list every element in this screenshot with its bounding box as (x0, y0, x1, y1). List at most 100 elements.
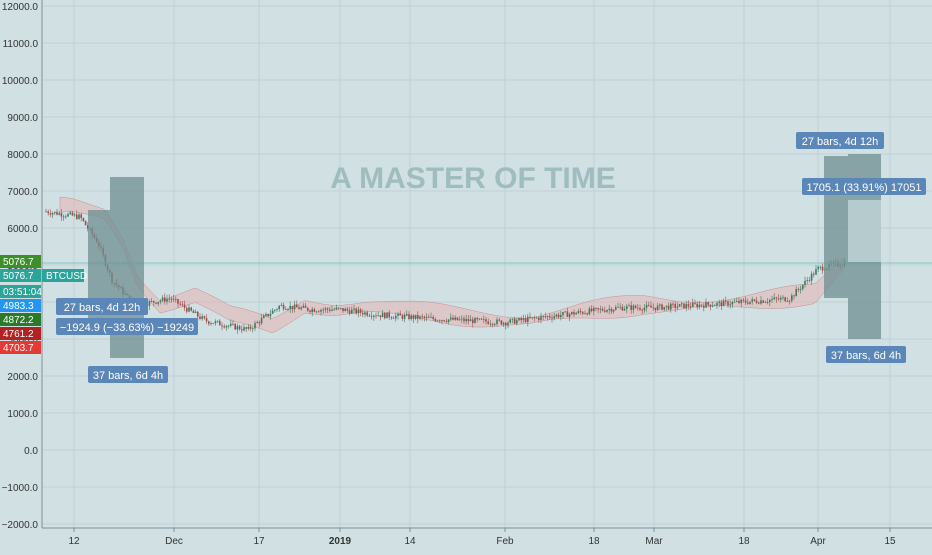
candle-body (546, 316, 549, 318)
candle-body (542, 316, 544, 317)
right-top-label-box (796, 132, 884, 149)
candle-body (656, 305, 659, 310)
candle-body (692, 302, 694, 307)
price-tags: 5076.7 5076.7 BTCUSD 03:51:04 4983.3 4872.2 47… (0, 255, 87, 354)
candle-body (282, 304, 285, 310)
candle-body (467, 318, 470, 322)
candle-body (639, 307, 641, 310)
x-axis-ticks[interactable]: 12 Dec 17 2019 14 Feb 18 Mar 18 Apr 15 (68, 528, 896, 547)
candle-body (758, 302, 760, 304)
candle-body (579, 311, 582, 313)
candle-body (731, 302, 734, 305)
candle-body (355, 308, 357, 314)
candle-body (540, 316, 542, 320)
y-tick-label: 8000.0 (7, 150, 38, 161)
candle-body (604, 310, 606, 312)
candle-body (524, 318, 527, 322)
candle-body (201, 316, 203, 319)
candle-body (293, 304, 296, 310)
candle-body (661, 304, 663, 310)
candle-body (795, 289, 797, 297)
candle-body (399, 313, 401, 316)
candle-body (753, 299, 756, 301)
candle-body (331, 309, 333, 311)
candle-body (390, 317, 393, 319)
candle-body (777, 298, 780, 300)
candle-body (436, 320, 439, 322)
candle-body (564, 311, 566, 313)
candle-body (676, 306, 679, 308)
candle-body (736, 300, 738, 302)
candle-body (300, 307, 302, 310)
candle-body (617, 306, 619, 308)
x-tick-label: 15 (884, 536, 896, 547)
candle-body (725, 300, 727, 302)
candle-body (659, 304, 661, 306)
candle-body (461, 318, 463, 320)
candle-body (597, 308, 599, 310)
candle-body (73, 214, 76, 216)
y-tick-label: 2000.0 (7, 372, 38, 383)
candle-body (441, 320, 443, 322)
candle-body (260, 318, 263, 324)
candle-body (214, 321, 217, 324)
candle-body (584, 313, 586, 315)
candle-body (762, 300, 764, 303)
candle-body (298, 307, 300, 310)
price-tag-label: 4872.2 (3, 315, 34, 326)
candle-body (568, 313, 571, 317)
candle-body (335, 307, 338, 310)
candle-body (784, 297, 786, 302)
candle-body (313, 309, 316, 312)
candle-body (164, 297, 166, 302)
candle-body (623, 308, 626, 311)
candle-body (689, 306, 692, 308)
candle-body (463, 318, 465, 322)
candle-body (793, 295, 795, 297)
candle-body (425, 316, 428, 318)
candle-body (401, 315, 404, 319)
left-measure-box-small[interactable] (88, 210, 110, 322)
candle-body (465, 318, 467, 322)
candle-body (494, 324, 496, 325)
candle-body (804, 280, 806, 285)
candle-body (775, 297, 778, 299)
candle-body (346, 308, 349, 311)
right-measure-inner (848, 200, 881, 262)
candle-body (188, 307, 190, 312)
y-tick-label: 1000.0 (7, 409, 38, 420)
candle-body (582, 312, 584, 314)
candle-body (227, 325, 230, 327)
candle-body (819, 266, 822, 268)
candle-body (815, 269, 817, 275)
candle-body (329, 309, 331, 311)
candle-body (87, 225, 89, 229)
candle-body (421, 316, 423, 318)
candle-body (698, 304, 701, 308)
candle-body (170, 298, 173, 300)
candle-body (665, 305, 668, 307)
candle-body (359, 309, 362, 313)
candle-body (447, 319, 450, 322)
candle-body (225, 326, 228, 328)
candle-body (626, 306, 628, 309)
candle-body (681, 303, 683, 305)
candle-body (538, 317, 540, 320)
right-measure-box-small[interactable] (824, 156, 848, 298)
candle-body (406, 314, 408, 316)
candle-body (203, 316, 206, 319)
candle-body (766, 301, 769, 303)
candle-body (593, 307, 595, 312)
candle-body (738, 300, 740, 304)
candle-body (410, 315, 412, 320)
candle-body (630, 305, 632, 310)
candle-body (496, 319, 498, 325)
candle-body (51, 212, 54, 215)
candle-body (808, 280, 811, 282)
y-tick-label: 11000.0 (3, 39, 39, 50)
candle-body (276, 309, 278, 310)
candle-body (384, 312, 386, 319)
candle-body (722, 300, 725, 307)
